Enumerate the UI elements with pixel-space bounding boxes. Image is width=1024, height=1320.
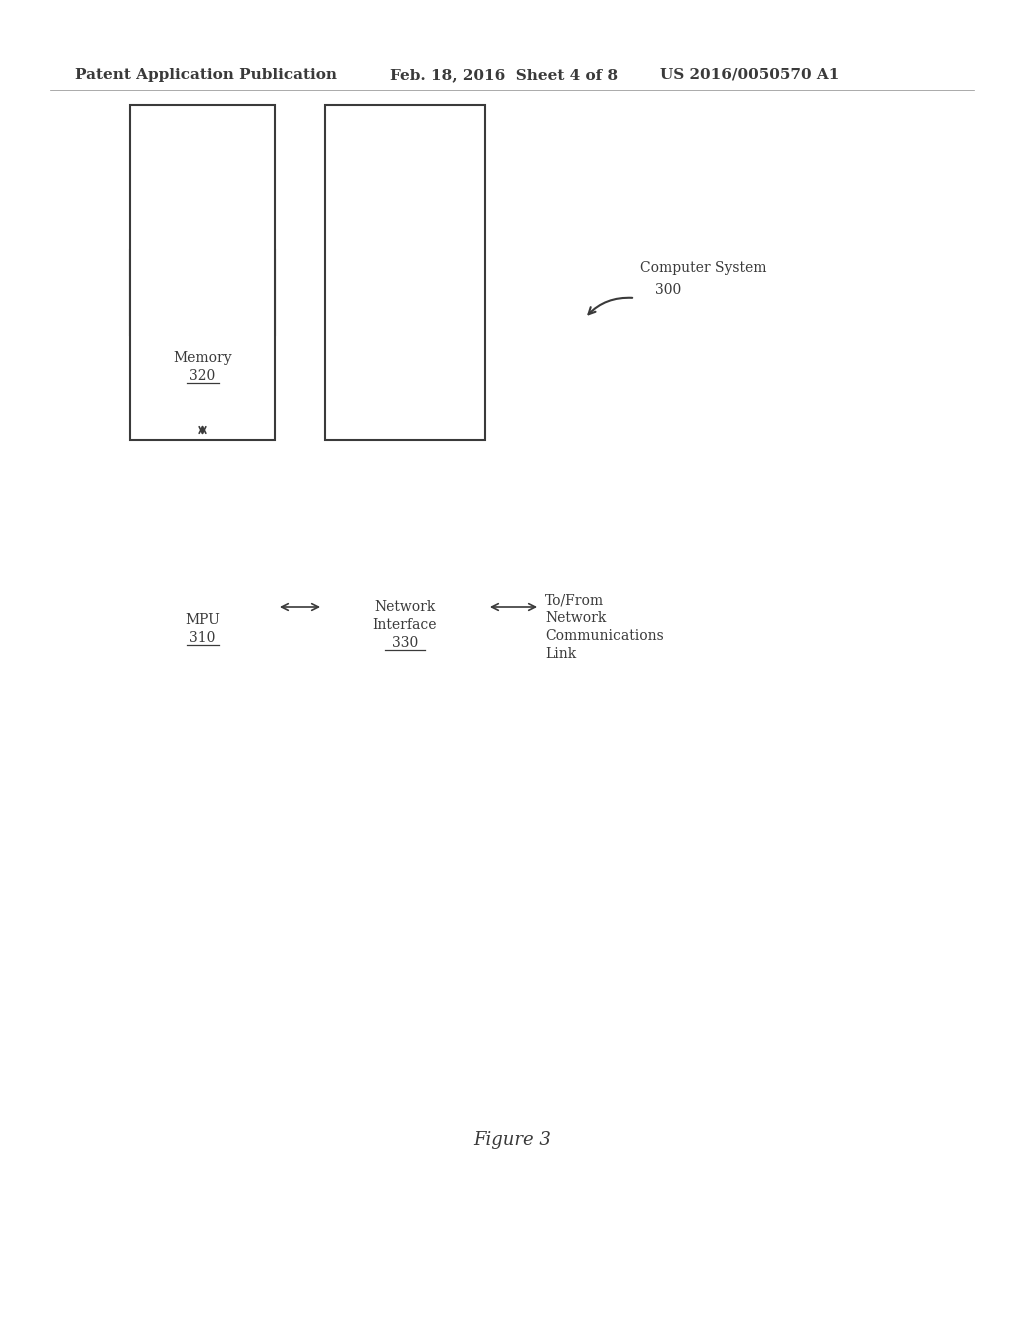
Bar: [130, 106, 275, 440]
Bar: [325, 106, 485, 440]
Text: MPU: MPU: [185, 612, 220, 627]
Text: 310: 310: [189, 631, 216, 645]
Bar: [130, 249, 275, 335]
Text: Link: Link: [545, 647, 577, 661]
Text: To/From: To/From: [545, 593, 604, 607]
Text: Feb. 18, 2016  Sheet 4 of 8: Feb. 18, 2016 Sheet 4 of 8: [390, 69, 618, 82]
Text: Network: Network: [375, 601, 435, 614]
Text: Communications: Communications: [545, 630, 664, 643]
Text: 300: 300: [655, 282, 681, 297]
Text: Computer System: Computer System: [640, 261, 767, 275]
Text: Network: Network: [545, 611, 606, 624]
Text: US 2016/0050570 A1: US 2016/0050570 A1: [660, 69, 840, 82]
Text: Figure 3: Figure 3: [473, 1131, 551, 1148]
Text: Interface: Interface: [373, 618, 437, 632]
Text: Patent Application Publication: Patent Application Publication: [75, 69, 337, 82]
Text: Memory: Memory: [173, 351, 231, 366]
Text: 330: 330: [392, 636, 418, 649]
Text: 320: 320: [189, 370, 216, 383]
